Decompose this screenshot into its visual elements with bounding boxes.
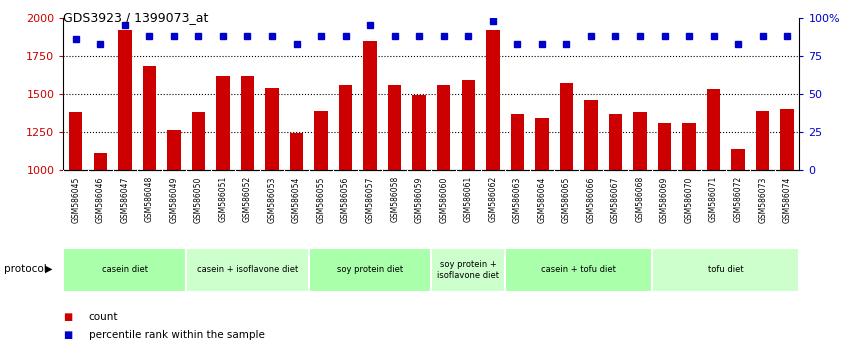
Bar xyxy=(364,41,376,170)
Text: GSM586058: GSM586058 xyxy=(390,176,399,222)
Bar xyxy=(192,112,205,170)
Bar xyxy=(266,88,278,170)
Text: GSM586055: GSM586055 xyxy=(316,176,326,223)
Text: GSM586053: GSM586053 xyxy=(267,176,277,223)
Text: GSM586070: GSM586070 xyxy=(684,176,694,223)
FancyBboxPatch shape xyxy=(186,248,309,292)
Text: casein diet: casein diet xyxy=(102,266,148,274)
FancyBboxPatch shape xyxy=(431,248,505,292)
Text: GSM586047: GSM586047 xyxy=(120,176,129,223)
Text: soy protein +
isoflavone diet: soy protein + isoflavone diet xyxy=(437,260,499,280)
Bar xyxy=(536,118,548,170)
Text: GSM586067: GSM586067 xyxy=(611,176,620,223)
Bar xyxy=(290,133,303,170)
Bar xyxy=(683,123,695,170)
Bar xyxy=(241,75,254,170)
Text: GSM586068: GSM586068 xyxy=(635,176,645,222)
Bar xyxy=(609,114,622,170)
Bar xyxy=(69,112,82,170)
Bar xyxy=(437,85,450,170)
Text: ■: ■ xyxy=(63,312,73,322)
Text: GSM586046: GSM586046 xyxy=(96,176,105,223)
Bar xyxy=(511,114,524,170)
Bar xyxy=(94,153,107,170)
Bar xyxy=(315,110,327,170)
Bar xyxy=(462,80,475,170)
Text: GSM586049: GSM586049 xyxy=(169,176,179,223)
Text: GSM586048: GSM586048 xyxy=(145,176,154,222)
Bar xyxy=(732,149,744,170)
Bar xyxy=(217,75,229,170)
Bar xyxy=(413,95,426,170)
Text: GSM586059: GSM586059 xyxy=(415,176,424,223)
Text: GSM586051: GSM586051 xyxy=(218,176,228,222)
Text: GSM586063: GSM586063 xyxy=(513,176,522,223)
Text: GSM586045: GSM586045 xyxy=(71,176,80,223)
Text: GSM586050: GSM586050 xyxy=(194,176,203,223)
Text: GSM586069: GSM586069 xyxy=(660,176,669,223)
Bar xyxy=(168,130,180,170)
Text: GSM586066: GSM586066 xyxy=(586,176,596,223)
Text: GSM586056: GSM586056 xyxy=(341,176,350,223)
FancyBboxPatch shape xyxy=(652,248,799,292)
Text: tofu diet: tofu diet xyxy=(708,266,744,274)
Bar xyxy=(486,30,499,170)
Text: GSM586072: GSM586072 xyxy=(733,176,743,222)
Bar xyxy=(118,30,131,170)
Text: protocol: protocol xyxy=(4,264,47,274)
Text: GSM586052: GSM586052 xyxy=(243,176,252,222)
FancyBboxPatch shape xyxy=(63,248,186,292)
Text: GSM586065: GSM586065 xyxy=(562,176,571,223)
Bar xyxy=(339,85,352,170)
Bar xyxy=(756,110,769,170)
FancyBboxPatch shape xyxy=(309,248,431,292)
Text: GSM586071: GSM586071 xyxy=(709,176,718,222)
Bar xyxy=(143,67,156,170)
Text: GSM586060: GSM586060 xyxy=(439,176,448,223)
Text: GSM586057: GSM586057 xyxy=(365,176,375,223)
FancyBboxPatch shape xyxy=(505,248,652,292)
Text: soy protein diet: soy protein diet xyxy=(337,266,404,274)
Text: casein + isoflavone diet: casein + isoflavone diet xyxy=(197,266,298,274)
Text: GSM586061: GSM586061 xyxy=(464,176,473,222)
Bar xyxy=(634,112,646,170)
Text: ■: ■ xyxy=(63,330,73,339)
Text: GSM586062: GSM586062 xyxy=(488,176,497,222)
Text: percentile rank within the sample: percentile rank within the sample xyxy=(89,330,265,339)
Text: GDS3923 / 1399073_at: GDS3923 / 1399073_at xyxy=(63,11,209,24)
Text: ▶: ▶ xyxy=(45,264,52,274)
Text: GSM586064: GSM586064 xyxy=(537,176,547,223)
Text: GSM586073: GSM586073 xyxy=(758,176,767,223)
Bar xyxy=(658,123,671,170)
Bar xyxy=(707,89,720,170)
Text: count: count xyxy=(89,312,118,322)
Bar xyxy=(560,83,573,170)
Bar xyxy=(388,85,401,170)
Bar xyxy=(781,109,794,170)
Bar xyxy=(585,100,597,170)
Text: GSM586074: GSM586074 xyxy=(783,176,792,223)
Text: GSM586054: GSM586054 xyxy=(292,176,301,223)
Text: casein + tofu diet: casein + tofu diet xyxy=(541,266,616,274)
